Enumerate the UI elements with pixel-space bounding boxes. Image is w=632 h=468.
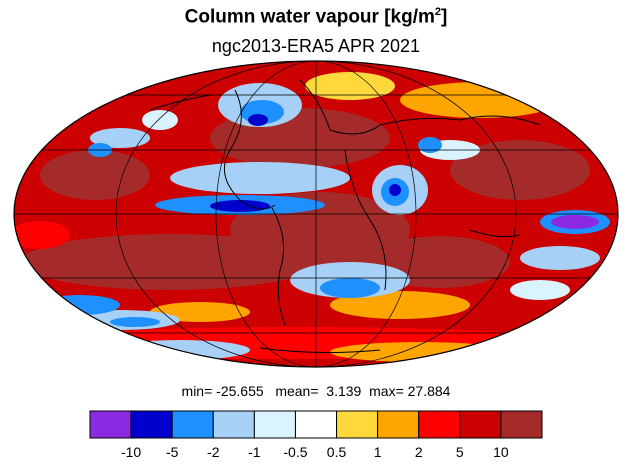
colorbar-tick-label: 1 <box>373 444 382 460</box>
colorbar-tick-label: 5 <box>455 444 464 460</box>
colorbar-swatch <box>377 410 420 439</box>
colorbar-tick-label: -0.5 <box>283 444 308 460</box>
min-label: min= <box>181 383 213 399</box>
colorbar-swatch <box>253 410 296 439</box>
colorbar-swatch <box>212 410 255 439</box>
chart-title: Column water vapour [kg/m2] <box>184 6 448 28</box>
colorbar-tick-label: -1 <box>248 444 261 460</box>
colorbar-tick-label: -2 <box>207 444 220 460</box>
map-border <box>13 60 619 368</box>
max-label: max= <box>369 383 404 399</box>
colorbar-swatch <box>500 410 543 439</box>
colorbar-swatch <box>459 410 502 439</box>
colorbar-swatch <box>130 410 173 439</box>
colorbar-tick-label: 2 <box>414 444 423 460</box>
colorbar-swatch <box>89 410 132 439</box>
chart-subtitle: ngc2013-ERA5 APR 2021 <box>211 36 421 56</box>
colorbar-swatch <box>294 410 338 439</box>
colorbar-swatch <box>418 410 461 439</box>
mean-label: mean= <box>275 383 319 399</box>
colorbar-swatch <box>336 410 379 439</box>
colorbar-tick-label: -10 <box>120 444 142 460</box>
mean-value: 3.139 <box>326 383 362 399</box>
colorbar-tick-label: 10 <box>493 444 509 460</box>
graticule <box>14 61 618 367</box>
colorbar-ticks: -10 -5 -2 -1 -0.5 0.5 1 2 5 10 <box>0 444 632 464</box>
min-value: -25.655 <box>216 383 264 399</box>
colorbar-tick-label: 0.5 <box>326 444 347 460</box>
coastlines <box>149 79 541 354</box>
colorbar-swatch <box>171 410 214 439</box>
colorbar-tick-label: -5 <box>165 444 179 460</box>
max-value: 27.884 <box>407 383 451 399</box>
stats-line: min= -25.655 mean= 3.139 max= 27.884 <box>0 383 632 399</box>
